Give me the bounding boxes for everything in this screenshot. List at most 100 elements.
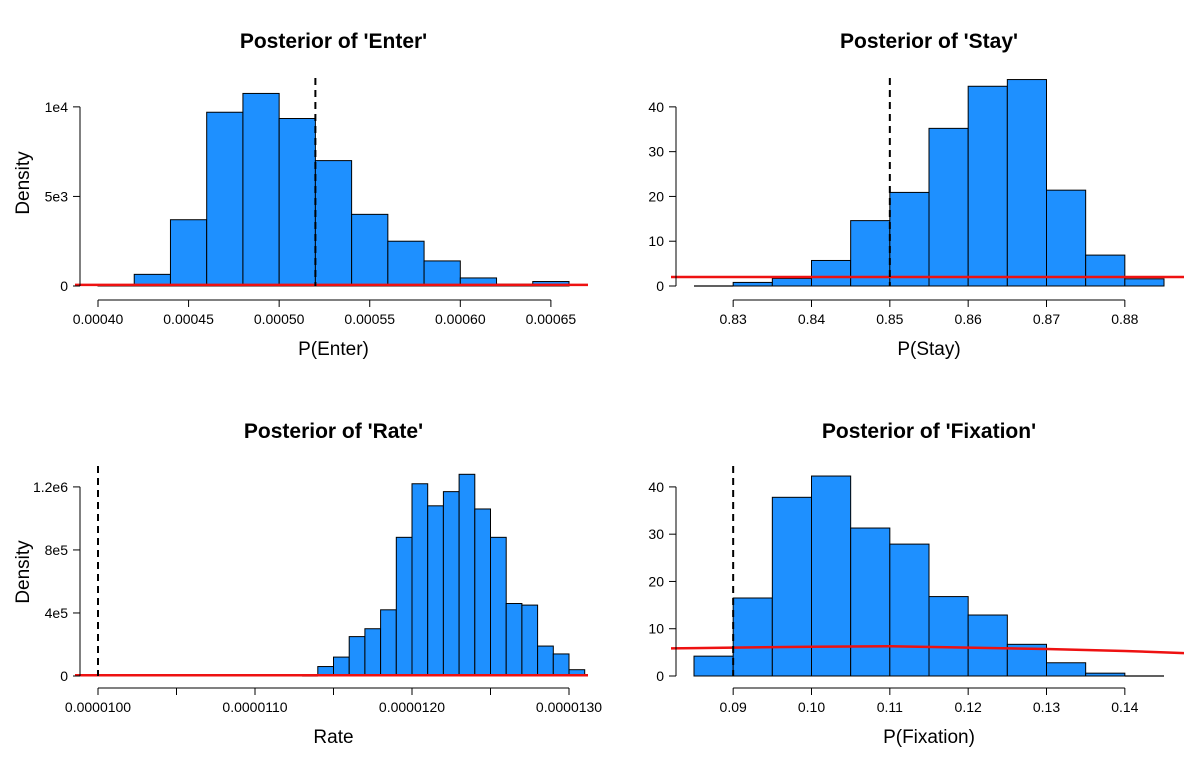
x-tick-label: 0.12 (955, 699, 982, 715)
x-tick-label: 0.00050 (254, 311, 305, 327)
x-axis-label: Rate (313, 727, 353, 748)
bars (293, 473, 586, 677)
histogram-bar (333, 656, 350, 677)
x-tick-label: 0.85 (876, 311, 903, 327)
histogram-bar (1085, 254, 1126, 287)
histogram-bar (889, 543, 930, 677)
histogram-bar (278, 118, 316, 287)
histogram-bar (411, 483, 429, 677)
y-tick-label: 5e3 (45, 188, 69, 204)
panel-title: Posterior of 'Enter' (240, 30, 427, 53)
histogram-bar (537, 645, 554, 677)
histogram-bar (850, 527, 891, 677)
panel-title: Posterior of 'Stay' (840, 30, 1018, 53)
histogram-bar (206, 111, 244, 287)
x-tick-label: 0.13 (1033, 699, 1060, 715)
histogram-bar (242, 92, 280, 287)
histogram-bar (811, 475, 852, 677)
x-tick-label: 0.0000120 (379, 699, 445, 715)
x-tick-label: 0.0000100 (65, 699, 131, 715)
histogram-bar (423, 260, 461, 287)
histogram-bar (351, 213, 389, 287)
x-tick-label: 0.00055 (344, 311, 395, 327)
panel-title: Posterior of 'Rate' (244, 420, 423, 443)
x-tick-label: 0.14 (1111, 699, 1138, 715)
histogram-bar (771, 277, 812, 287)
histogram-bar (427, 505, 444, 677)
bars (97, 92, 570, 287)
histogram-bar (505, 603, 523, 677)
histogram-bar (458, 473, 476, 677)
histogram-bar (387, 240, 425, 287)
bars (693, 475, 1164, 677)
x-axis-label: P(Enter) (298, 339, 369, 360)
histogram-bar (889, 191, 930, 287)
y-tick-label: 20 (648, 188, 664, 204)
x-tick-label: 0.87 (1033, 311, 1060, 327)
histogram-bar (490, 536, 507, 677)
y-tick-label: 1e4 (45, 99, 69, 115)
histogram-bar (348, 636, 366, 677)
histogram-bar (474, 508, 491, 677)
histogram-bar (967, 85, 1008, 287)
histogram-bar (364, 628, 382, 677)
panel-0: Posterior of 'Enter' 0 5e3 1e4 0.00040 0.0004… (13, 30, 588, 360)
histogram-bar (380, 609, 397, 677)
x-axis-label: P(Stay) (897, 339, 960, 360)
y-tick-label: 20 (648, 573, 664, 589)
histogram-bar (521, 604, 539, 677)
x-tick-label: 0.00060 (435, 311, 486, 327)
y-tick-label: 0 (60, 668, 68, 684)
histogram-bar (771, 496, 812, 677)
y-axis-label: Density (13, 540, 34, 604)
x-tick-label: 0.83 (720, 311, 747, 327)
y-tick-label: 1.2e6 (33, 479, 68, 495)
x-tick-label: 0.00065 (526, 311, 577, 327)
y-tick-label: 10 (648, 621, 664, 637)
panel-1: Posterior of 'Stay' 0 10 20 30 40 0.83 0.84 0.85… (648, 30, 1184, 360)
panel-title: Posterior of 'Fixation' (822, 420, 1036, 443)
panel-2: Posterior of 'Rate' 0 4e5 8e5 1.2e6 0.0000100… (13, 420, 602, 748)
y-tick-label: 30 (648, 526, 664, 542)
panel-3: Posterior of 'Fixation' 0 10 20 30 40 0.09 0.10… (648, 420, 1184, 748)
x-tick-label: 0.0000110 (222, 699, 287, 715)
histogram-bar (1006, 79, 1047, 287)
histogram-bar (693, 655, 734, 677)
y-tick-label: 0 (60, 278, 68, 294)
histogram-bar (395, 536, 413, 677)
histogram-bar (314, 160, 353, 287)
histogram-bar (1124, 278, 1165, 287)
x-tick-label: 0.84 (798, 311, 825, 327)
histogram-bar (1046, 662, 1087, 677)
x-tick-label: 0.88 (1111, 311, 1138, 327)
histogram-bar (850, 220, 891, 287)
y-tick-label: 0 (656, 278, 664, 294)
histogram-bar (928, 596, 969, 677)
histogram-bar (732, 597, 773, 677)
x-tick-label: 0.00040 (73, 311, 124, 327)
y-tick-label: 40 (648, 99, 664, 115)
histogram-bar (552, 653, 570, 677)
x-tick-label: 0.09 (720, 699, 747, 715)
histogram-bar (811, 259, 852, 287)
y-axis-label: Density (13, 151, 34, 215)
histogram-bar (967, 614, 1008, 677)
histogram-bar (732, 281, 773, 287)
histogram-bar (928, 127, 969, 287)
histogram-bar (169, 219, 208, 287)
y-tick-label: 4e5 (45, 605, 69, 621)
y-tick-label: 0 (656, 668, 664, 684)
bars (694, 79, 1165, 287)
histogram-bar (1046, 189, 1087, 287)
y-tick-label: 10 (648, 233, 664, 249)
x-tick-label: 0.10 (798, 699, 825, 715)
x-tick-label: 0.0000130 (536, 699, 602, 715)
y-tick-label: 30 (648, 144, 664, 160)
x-tick-label: 0.00045 (163, 311, 214, 327)
x-axis-label: P(Fixation) (883, 727, 975, 748)
histogram-bar (1085, 672, 1126, 677)
histogram-bar (442, 491, 460, 677)
y-tick-label: 8e5 (45, 542, 69, 558)
x-tick-label: 0.11 (877, 699, 903, 715)
